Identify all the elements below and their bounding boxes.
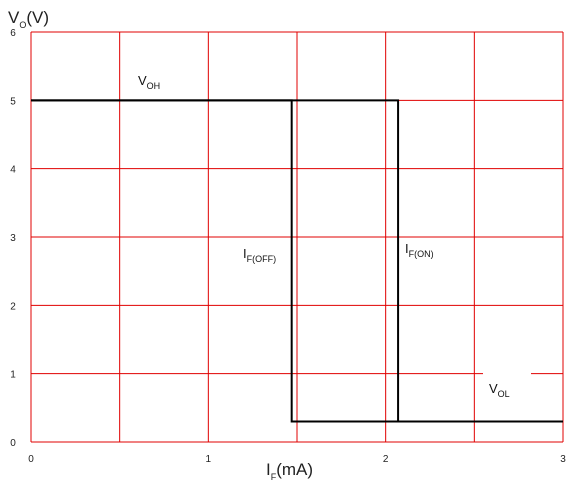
- x-tick-label: 0: [28, 454, 34, 465]
- x-axis-title-rest: (mA): [276, 460, 313, 479]
- annotation-if-on: IF(ON): [405, 241, 434, 259]
- y-tick-label: 5: [10, 96, 16, 107]
- y-axis-title-sub: O: [19, 20, 26, 30]
- annotation-vol: VOL: [489, 381, 510, 399]
- series-line-2: [31, 99, 563, 423]
- y-axis-title-rest: (V): [26, 8, 49, 27]
- y-tick-label: 4: [10, 165, 16, 176]
- x-tick-label: 1: [206, 454, 212, 465]
- y-axis-title-main: V: [8, 8, 20, 27]
- annotation-voh: VOH: [138, 73, 160, 91]
- annotation-vol-background: [483, 367, 531, 383]
- y-tick-label: 3: [10, 233, 16, 244]
- series-layer: [31, 99, 563, 423]
- x-tick-label: 2: [383, 454, 389, 465]
- x-axis-title-sub: F: [271, 472, 277, 482]
- y-tick-label: 2: [10, 301, 16, 312]
- x-tick-label: 3: [560, 454, 566, 465]
- y-axis-title: VO(V): [8, 8, 49, 30]
- y-tick-label: 1: [10, 370, 16, 381]
- y-tick-label: 0: [10, 438, 16, 449]
- annotation-if-off: IF(OFF): [243, 246, 276, 264]
- tick-labels: 0 1 2 3 0 1 2 3 4 5 6: [10, 28, 566, 465]
- x-axis-title-main: I: [266, 460, 271, 479]
- y-tick-label: 6: [10, 28, 16, 39]
- x-axis-title: IF(mA): [266, 460, 313, 482]
